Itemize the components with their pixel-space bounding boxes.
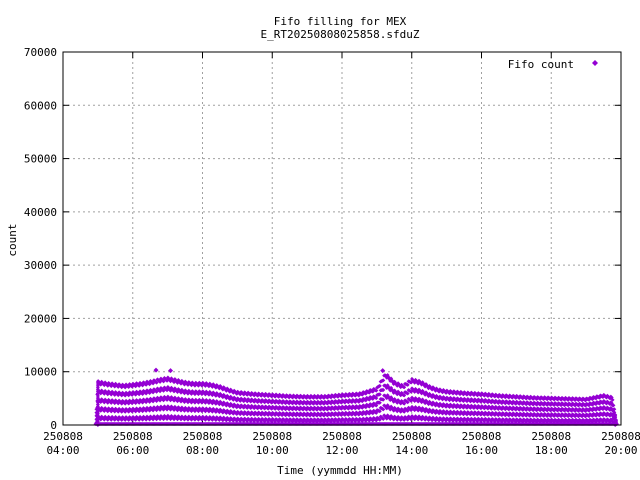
y-tick-label: 40000 <box>24 206 57 219</box>
x-tick-date: 250808 <box>322 430 362 443</box>
data-point <box>151 390 156 395</box>
data-point <box>402 393 407 398</box>
plot-border <box>62 51 622 426</box>
data-point <box>161 379 166 384</box>
x-tick-date: 250808 <box>43 430 83 443</box>
x-tick-date: 250808 <box>113 430 153 443</box>
data-point <box>377 409 382 414</box>
x-tick-time: 18:00 <box>535 444 568 457</box>
outlier-point <box>168 368 174 374</box>
y-tick-label: 70000 <box>24 46 57 59</box>
y-tick-label: 60000 <box>24 99 57 112</box>
data-point <box>377 383 382 388</box>
axes: 0 10000 20000 30000 40000 50000 60000 70000 2508… <box>24 46 640 457</box>
data-point <box>252 406 257 411</box>
y-tick-label: 10000 <box>24 366 57 379</box>
x-tick-date: 250808 <box>601 430 640 443</box>
x-tick-time: 06:00 <box>116 444 149 457</box>
data-point <box>377 400 382 405</box>
data-point <box>381 407 386 412</box>
x-tick-time: 10:00 <box>256 444 289 457</box>
chart-title: Fifo filling for MEX <box>274 15 407 28</box>
data-point <box>154 380 159 385</box>
x-tick-date: 250808 <box>531 430 571 443</box>
data-point <box>611 403 616 408</box>
legend-marker <box>592 60 598 66</box>
x-tick-time: 16:00 <box>465 444 498 457</box>
x-tick-time: 20:00 <box>604 444 637 457</box>
x-tick-time: 04:00 <box>46 444 79 457</box>
data-point <box>374 396 379 401</box>
outlier-point <box>153 367 159 373</box>
data-point <box>405 408 410 413</box>
data-point <box>144 382 149 387</box>
y-tick-label: 50000 <box>24 153 57 166</box>
y-tick-label: 20000 <box>24 312 57 325</box>
data-point <box>252 412 257 417</box>
data-point <box>381 378 386 383</box>
data-point <box>402 401 407 406</box>
data-point <box>151 381 156 386</box>
data-point <box>147 391 152 396</box>
data-point <box>374 388 379 393</box>
data-point <box>402 385 407 390</box>
legend: Fifo count <box>508 58 598 71</box>
x-tick-date: 250808 <box>462 430 502 443</box>
chart-subtitle: E_RT20250808025858.sfduZ <box>261 28 420 41</box>
data-point <box>252 393 257 398</box>
x-tick-date: 250808 <box>252 430 292 443</box>
y-axis-label: count <box>6 223 19 256</box>
data-point <box>610 397 615 402</box>
data-point <box>612 407 617 412</box>
data-point <box>252 418 257 423</box>
outlier-point <box>380 368 386 374</box>
x-tick-date: 250808 <box>392 430 432 443</box>
data-point <box>161 388 166 393</box>
x-tick-date: 250808 <box>183 430 223 443</box>
data-point <box>613 413 618 418</box>
data-point <box>377 392 382 397</box>
legend-label: Fifo count <box>508 58 574 71</box>
data-point <box>405 400 410 405</box>
x-tick-time: 12:00 <box>325 444 358 457</box>
data-point <box>252 399 257 404</box>
x-tick-time: 08:00 <box>186 444 219 457</box>
data-points <box>93 367 619 427</box>
grid <box>63 52 621 425</box>
data-point <box>405 382 410 387</box>
data-point <box>402 409 407 414</box>
x-axis-label: Time (yymmdd HH:MM) <box>277 464 403 477</box>
y-tick-label: 0 <box>50 419 57 432</box>
data-point <box>158 389 163 394</box>
data-point <box>377 417 382 422</box>
data-point <box>381 416 386 421</box>
data-point <box>154 389 159 394</box>
data-point <box>147 382 152 387</box>
y-tick-label: 30000 <box>24 259 57 272</box>
data-point <box>405 391 410 396</box>
data-point <box>95 380 100 385</box>
data-point <box>374 403 379 408</box>
data-point <box>381 388 386 393</box>
x-tick-time: 14:00 <box>395 444 428 457</box>
data-point <box>381 397 386 402</box>
data-point <box>158 379 163 384</box>
